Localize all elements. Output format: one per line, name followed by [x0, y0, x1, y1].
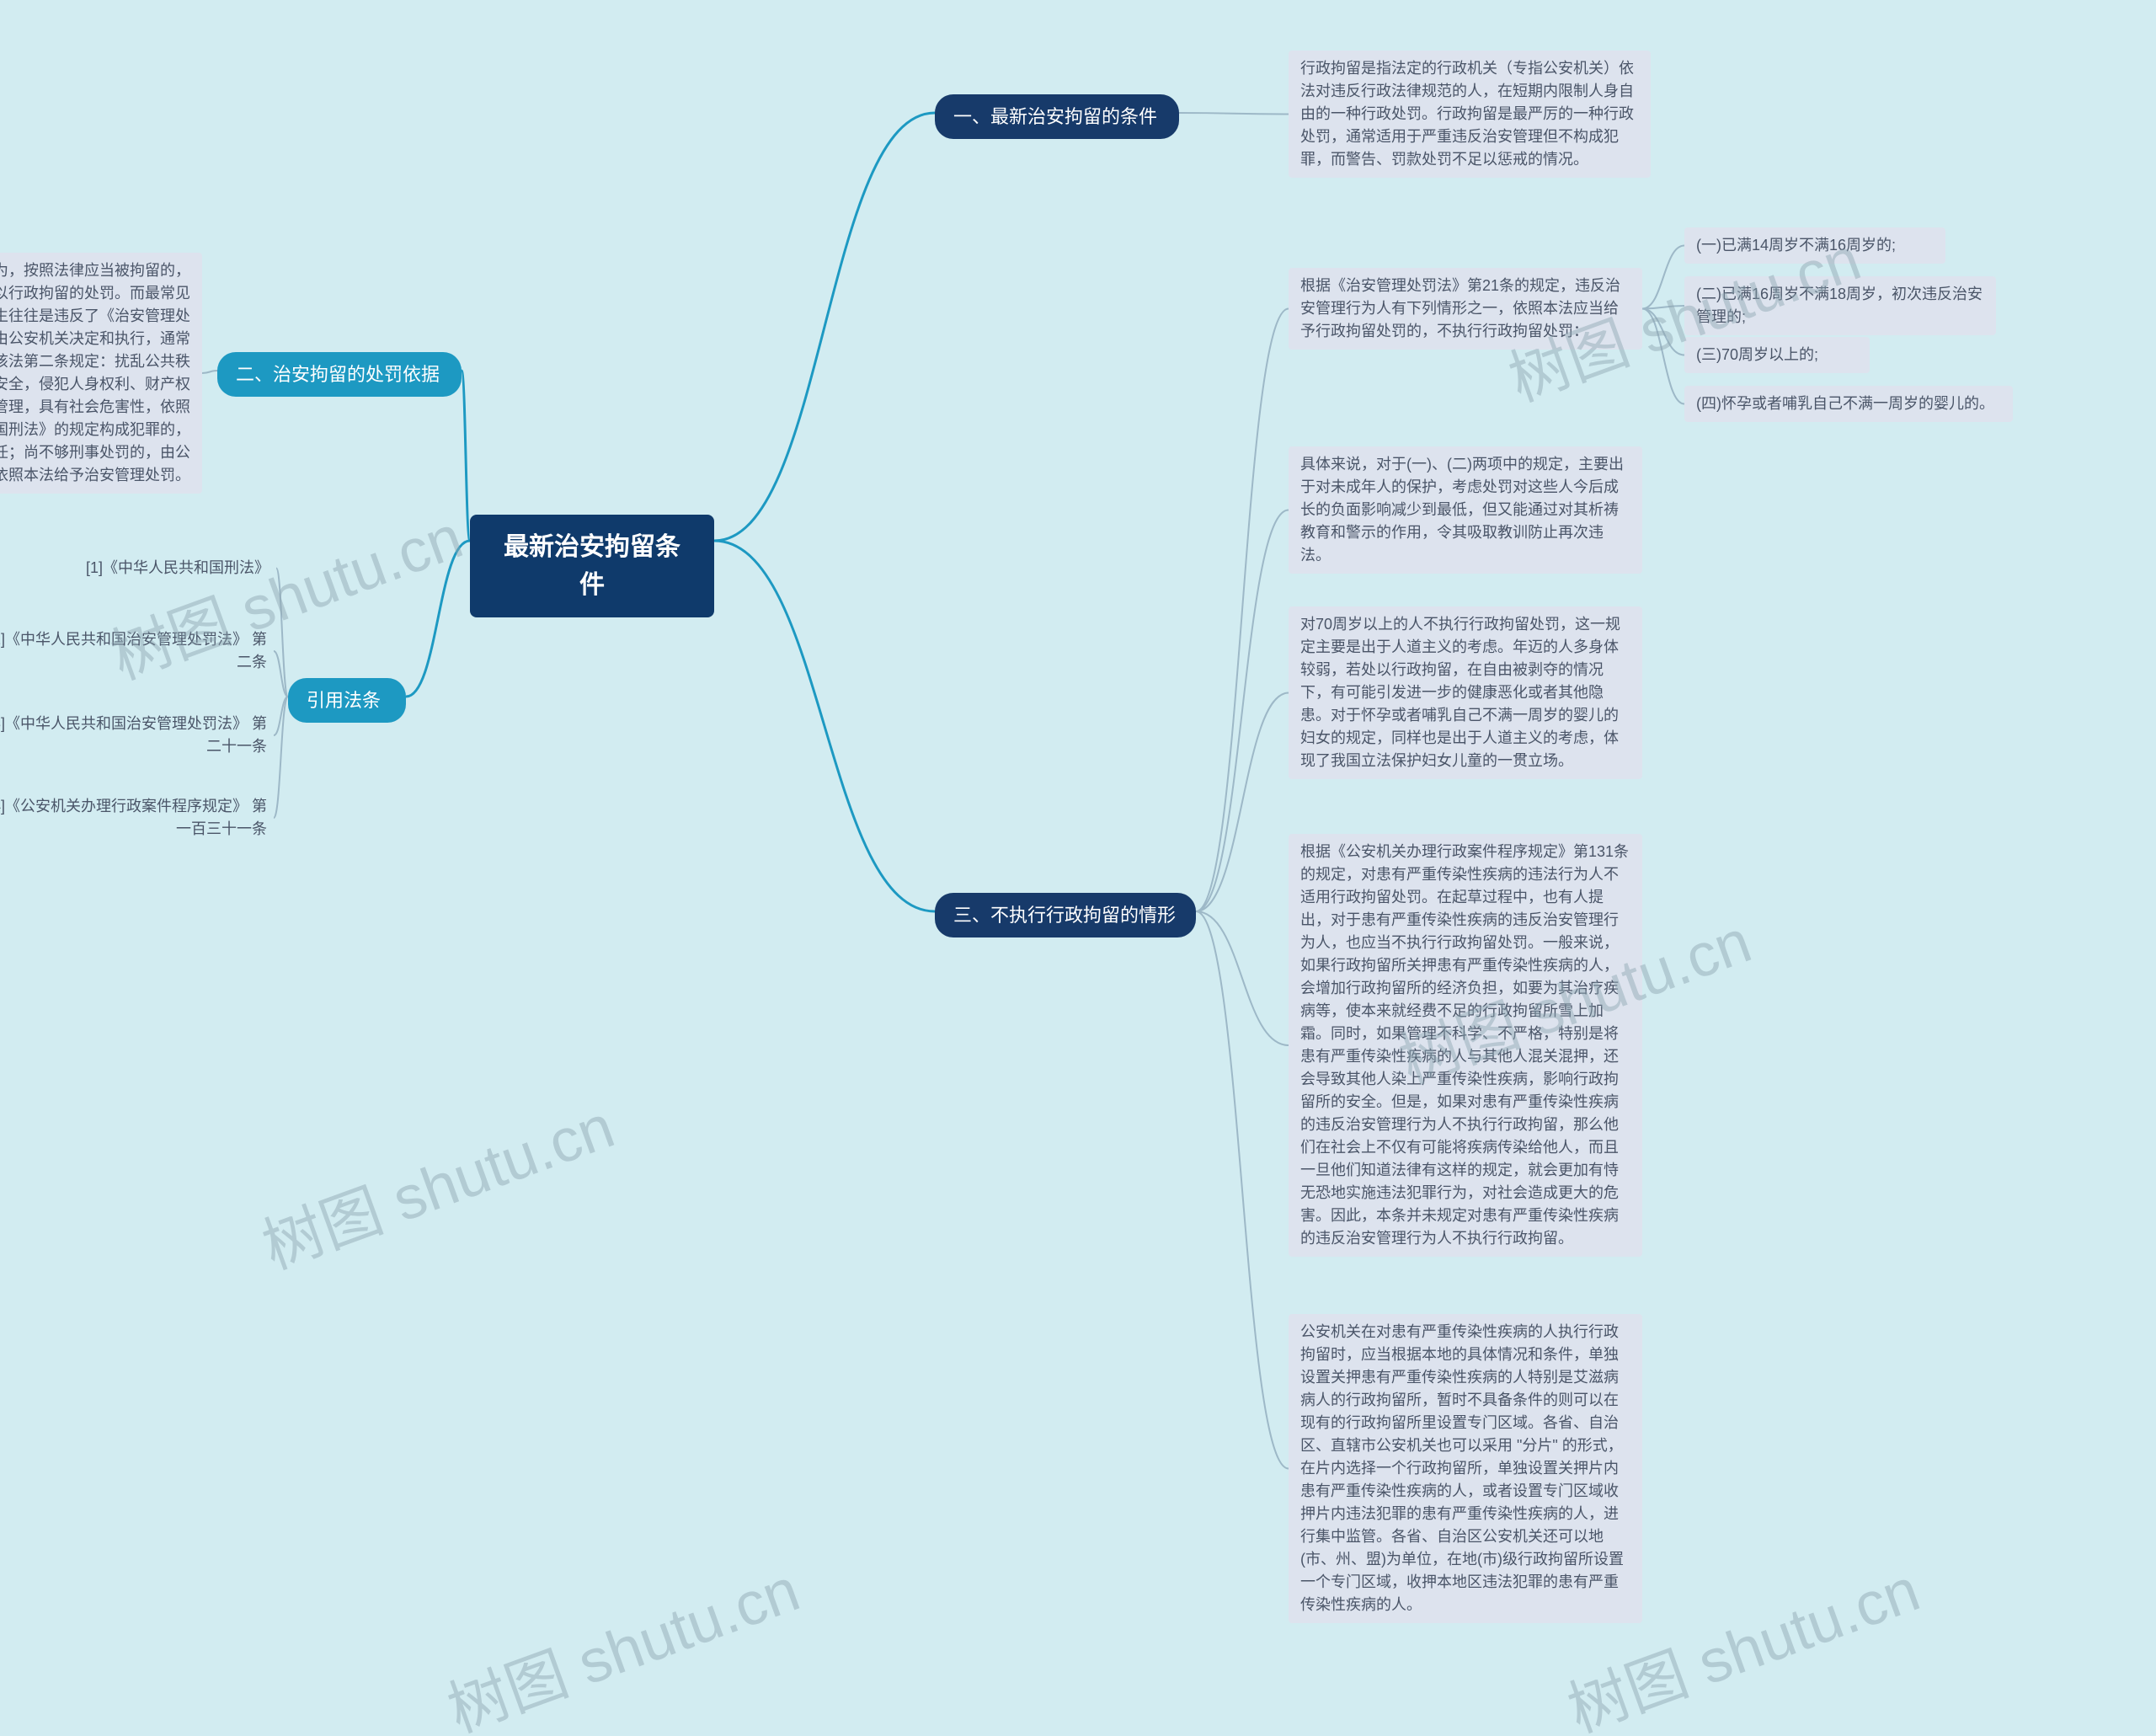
mindmap-node: 最新治安拘留条件 [470, 515, 714, 617]
mindmap-node: 具体来说，对于(一)、(二)两项中的规定，主要出于对未成年人的保护，考虑处罚对这… [1289, 446, 1642, 574]
mindmap-node: (三)70周岁以上的; [1684, 337, 1870, 373]
mindmap-node: (二)已满16周岁不满18周岁，初次违反治安管理的; [1684, 276, 1996, 335]
mindmap-node: [4]《公安机关办理行政案件程序规定》 第一百三十一条 [0, 790, 274, 846]
mindmap-node: 三、不执行行政拘留的情形 [935, 893, 1196, 937]
mindmap-node: 公安机关在对患有严重传染性疾病的人执行行政拘留时，应当根据本地的具体情况和条件，… [1289, 1314, 1642, 1623]
mindmap-node: 根据《公安机关办理行政案件程序规定》第131条的规定，对患有严重传染性疾病的违法… [1289, 834, 1642, 1257]
mindmap-node: [2]《中华人民共和国治安管理处罚法》 第二条 [0, 623, 274, 679]
mindmap-node: 引用法条 [288, 678, 406, 723]
mindmap-node: 根据《治安管理处罚法》第21条的规定，违反治安管理行为人有下列情形之一，依照本法… [1289, 268, 1642, 350]
mindmap-node: (四)怀孕或者哺乳自己不满一周岁的婴儿的。 [1684, 386, 2013, 422]
mindmap-node: 行政拘留是指法定的行政机关（专指公安机关）依法对违反行政法律规范的人，在短期内限… [1289, 51, 1651, 178]
mindmap-node: (一)已满14周岁不满16周岁的; [1684, 227, 1945, 264]
mindmap-node: [3]《中华人民共和国治安管理处罚法》 第二十一条 [0, 708, 274, 763]
mindmap-node: 对于行政违法行为，按照法律应当被拘留的，会被行政机关处以行政拘留的处罚。而最常见… [0, 253, 202, 494]
mindmap-node: [1]《中华人民共和国刑法》 [57, 552, 276, 585]
mindmap-node: 二、治安拘留的处罚依据 [217, 352, 462, 397]
mindmap-node: 一、最新治安拘留的条件 [935, 94, 1179, 139]
mindmap-node: 对70周岁以上的人不执行行政拘留处罚，这一规定主要是出于人道主义的考虑。年迈的人… [1289, 606, 1642, 779]
